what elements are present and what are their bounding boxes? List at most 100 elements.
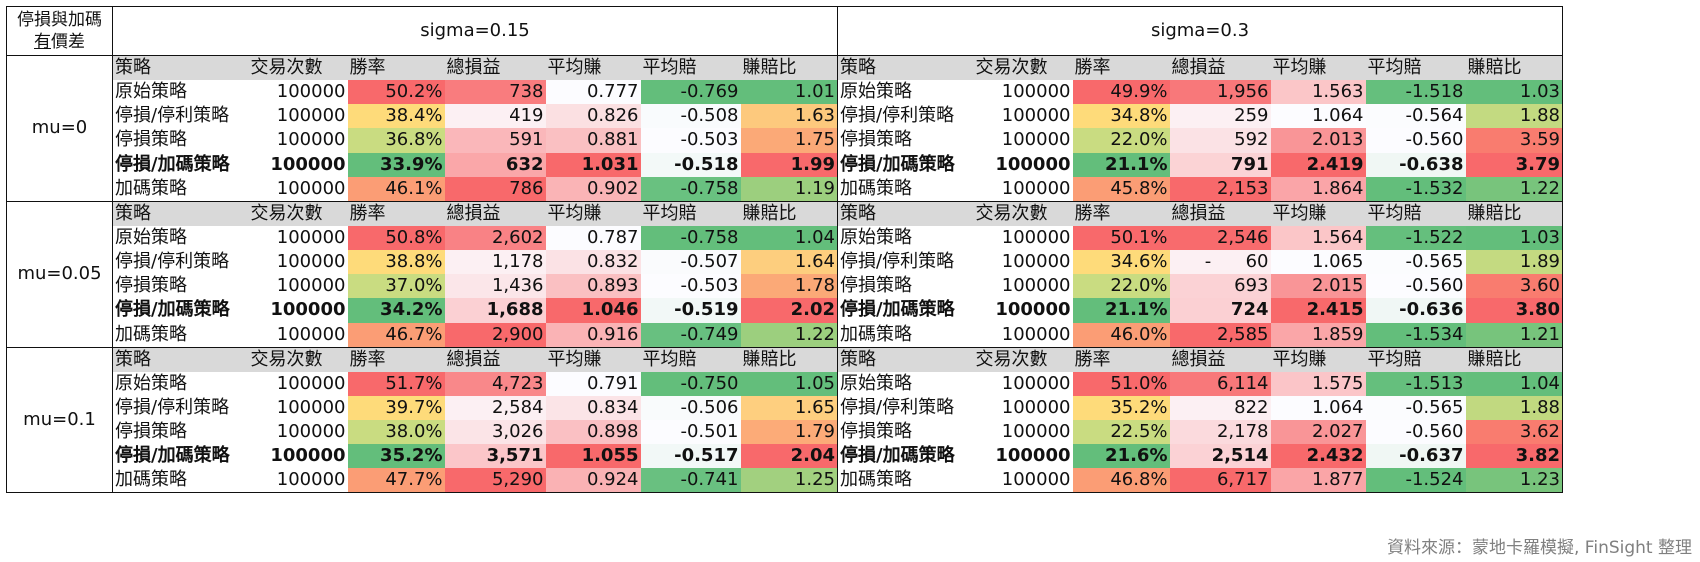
avg-gain-cell: 1.864 [1270,176,1366,202]
gain-loss-ratio-cell: 1.75 [740,128,838,153]
column-header: 平均賠 [640,346,741,372]
column-header: 平均賺 [545,346,641,372]
table-row: 原始策略 100000 51.7% 4,723 0.791 -0.750 1.05 原始策略 1… [7,371,1563,396]
strategy-name: 停損/停利策略 [112,249,241,275]
gain-loss-ratio-cell: 3.80 [1465,298,1563,323]
results-table: 停損與加碼 有價差 sigma=0.15 sigma=0.3 mu=0 策略 交易次… [6,6,1563,494]
total-pnl-cell: 1,956 [1169,80,1271,105]
avg-gain-cell: 0.791 [545,371,641,396]
total-pnl-cell: 2,602 [444,225,546,250]
total-pnl-cell: 1,436 [444,274,546,299]
table-row: 停損/停利策略 100000 38.8% 1,178 0.832 -0.507 1.64 停損… [7,249,1563,275]
avg-loss-cell: -0.508 [640,104,741,129]
win-rate-cell: 21.1% [1072,298,1170,323]
win-rate-cell: 38.0% [347,419,445,445]
gain-loss-ratio-cell: 1.23 [1465,468,1563,494]
trade-count-cell: 100000 [995,445,1071,467]
win-rate-cell: 38.8% [347,249,445,275]
gain-loss-ratio-cell: 1.79 [740,419,838,445]
total-pnl-cell: 738 [444,80,546,105]
avg-loss-cell: -1.534 [1365,322,1466,348]
total-pnl-cell: 2,585 [1169,322,1271,348]
win-rate-cell: 22.0% [1072,128,1170,153]
strategy-name: 原始策略 [112,80,241,105]
win-rate-cell: 50.8% [347,225,445,250]
avg-gain-cell: 1.055 [545,444,641,469]
trade-count-cell: 100000 [276,372,346,394]
win-rate-cell: 22.5% [1072,419,1170,445]
column-header-row: mu=0 策略 交易次數 勝率 總損益 平均賺 平均賠 賺賠比 策略 交易次數 勝率 總損益 平均賺 平均… [6,55,1563,202]
gain-loss-ratio-cell: 3.82 [1465,444,1563,469]
column-header: 平均賺 [545,55,641,80]
trade-count-cell: 100000 [276,105,346,127]
win-rate-cell: 46.8% [1072,468,1170,494]
avg-loss-cell: -1.532 [1365,176,1466,202]
avg-loss-cell: -1.524 [1365,468,1466,494]
avg-gain-cell: 0.834 [545,395,641,420]
strategy-name: 停損策略 [837,128,966,153]
corner-line-2: 有價差 [9,31,110,53]
strategy-name: 加碼策略 [112,322,241,348]
trade-count-cell: 100000 [1001,275,1071,297]
avg-loss-cell: -0.501 [640,419,741,445]
total-pnl-cell: 592 [1169,128,1271,153]
table-row: 加碼策略 100000 47.7% 5,290 0.924 -0.741 1.25 加碼策略 1… [7,468,1563,494]
column-header: 策略 [112,200,241,226]
trade-count-cell: 100000 [965,176,1073,202]
trade-count-cell: 100000 [276,226,346,248]
gain-loss-ratio-cell: 1.64 [740,249,838,275]
trade-count-cell: 100000 [1001,105,1071,127]
win-rate-cell: 36.8% [347,128,445,153]
trade-count-cell: 100000 [1001,372,1071,394]
strategy-name: 原始策略 [837,371,966,396]
column-header-row: mu=0.05 策略 交易次數 勝率 總損益 平均賺 平均賠 賺賠比 策略 交易次數 勝率 總損益 平均… [6,200,1563,348]
strategy-name: 原始策略 [837,80,966,105]
total-pnl-cell: 4,723 [444,371,546,396]
gain-loss-ratio-cell: 1.88 [1465,395,1563,420]
avg-loss-cell: -1.522 [1365,225,1466,250]
column-header: 勝率 [347,200,445,226]
trade-count-cell: 100000 [1001,226,1071,248]
avg-gain-cell: 1.065 [1270,249,1366,275]
corner-line-2-a: 有 [34,32,51,52]
avg-loss-cell: -0.636 [1365,298,1466,323]
strategy-name: 停損策略 [112,274,241,299]
avg-gain-cell: 1.575 [1270,371,1366,396]
column-header: 賺賠比 [740,346,838,372]
trade-count-cell: 100000 [240,322,348,348]
column-header: 勝率 [347,55,445,80]
strategy-name: 停損/停利策略 [837,104,966,129]
total-pnl-cell: 1,178 [444,249,546,275]
total-pnl-cell: 2,514 [1169,444,1271,469]
gain-loss-ratio-cell: 1.89 [1465,249,1563,275]
win-rate-cell: 33.9% [347,152,445,177]
win-rate-cell: 22.0% [1072,274,1170,299]
avg-loss-cell: -0.503 [640,274,741,299]
column-header: 平均賠 [1365,55,1466,80]
strategy-name: 停損/加碼策略 [112,298,241,323]
win-rate-cell: 21.1% [1072,152,1170,177]
table-row: 加碼策略 100000 46.7% 2,900 0.916 -0.749 1.22 加碼策略 1… [7,322,1563,348]
avg-gain-cell: 0.916 [545,322,641,348]
mu-label: mu=0.05 [6,200,113,348]
win-rate-cell: 34.8% [1072,104,1170,129]
win-rate-cell: 34.2% [347,298,445,323]
column-header: 交易次數 [240,346,348,372]
win-rate-cell: 51.0% [1072,371,1170,396]
total-pnl-cell: 6,717 [1169,468,1271,494]
strategy-name: 停損/加碼策略 [837,444,966,469]
total-pnl-cell: 632 [444,152,546,177]
table-row: 停損/加碼策略 100000 35.2% 3,571 1.055 -0.517 2.04 停損… [7,444,1563,469]
strategy-name: 停損/加碼策略 [112,444,241,469]
avg-gain-cell: 2.432 [1270,444,1366,469]
column-header: 勝率 [1072,346,1170,372]
trade-count-cell: 100000 [270,445,346,467]
win-rate-cell: 21.6% [1072,444,1170,469]
win-rate-cell: 37.0% [347,274,445,299]
avg-gain-cell: 0.777 [545,80,641,105]
strategy-name: 加碼策略 [112,176,241,202]
trade-count-cell: 100000 [276,129,346,151]
column-header: 平均賺 [1270,55,1366,80]
column-header: 總損益 [1169,55,1271,80]
avg-gain-cell: 2.415 [1270,298,1366,323]
